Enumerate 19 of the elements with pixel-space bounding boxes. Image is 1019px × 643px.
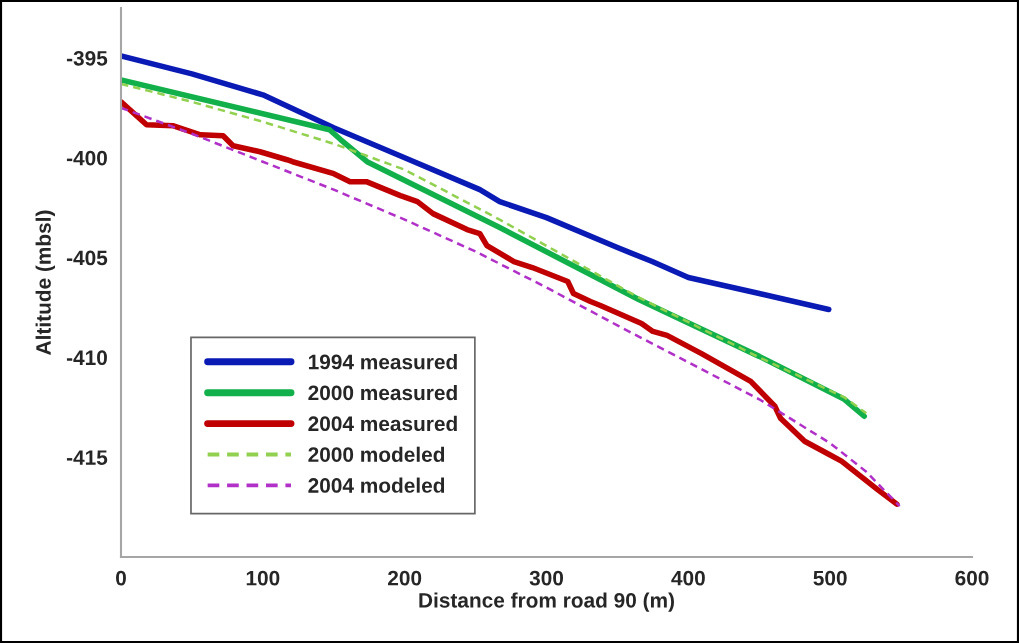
legend-label: 2004 measured [308, 415, 457, 432]
x-tick-label: 0 [116, 570, 126, 586]
legend-label: 2000 measured [308, 384, 457, 401]
legend-label: 2000 modeled [308, 446, 445, 462]
legend-label: 2004 modeled [308, 477, 445, 493]
x-tick-label: 500 [813, 570, 847, 586]
x-tick-label: 400 [671, 570, 705, 586]
x-tick-label: 600 [955, 570, 989, 586]
x-axis-title: Distance from road 90 (m) [419, 592, 674, 612]
legend-label: 1994 measured [308, 354, 457, 370]
y-tick-label: -400 [66, 150, 107, 166]
y-tick-label: -395 [66, 50, 108, 66]
x-tick-label: 300 [529, 570, 564, 586]
y-axis-title: Altitude (mbsl) [35, 210, 55, 355]
y-tick-label: -405 [66, 250, 108, 266]
y-tick-label: -410 [66, 350, 107, 366]
x-tick-label: 200 [388, 570, 422, 586]
y-tick-label: -415 [66, 450, 108, 465]
x-tick-label: 100 [246, 570, 280, 586]
